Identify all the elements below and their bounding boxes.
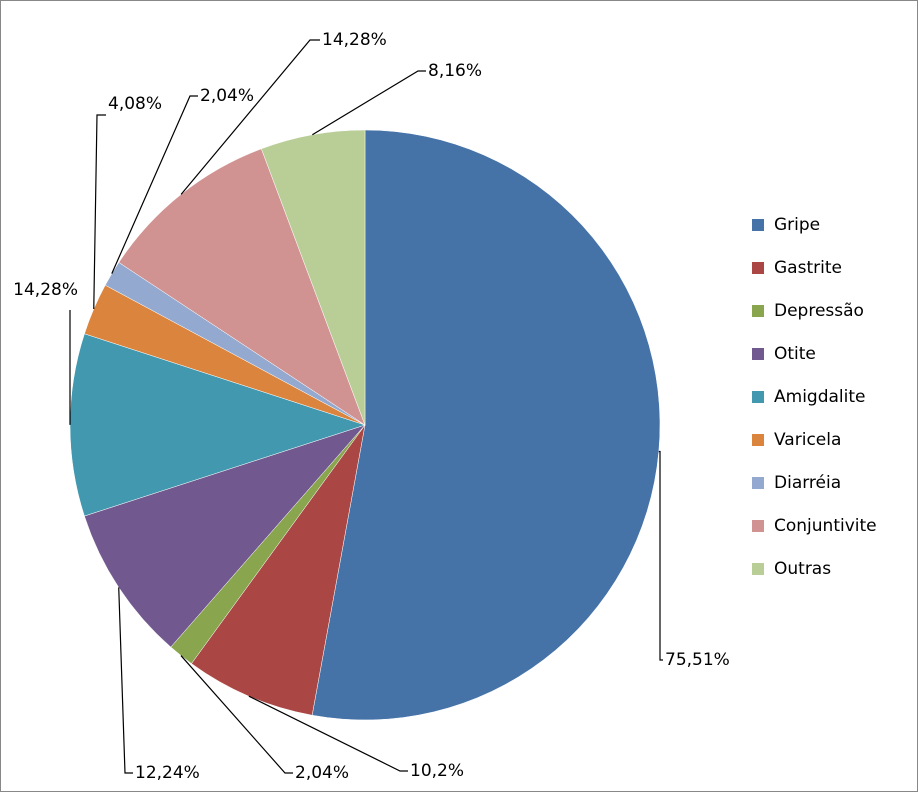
- data-label: 2,04%: [200, 86, 254, 106]
- pie-slice: [191, 424, 366, 716]
- data-label: 2,04%: [295, 763, 349, 783]
- legend-swatch: [752, 520, 764, 532]
- leader-line: [248, 695, 408, 772]
- leader-line: [312, 70, 426, 136]
- legend-swatch: [752, 434, 764, 446]
- legend-label: Outras: [774, 559, 831, 579]
- legend-label: Diarréia: [774, 473, 841, 493]
- pie-slice: [261, 129, 366, 426]
- legend-label: Gripe: [774, 215, 820, 235]
- leader-line: [180, 655, 293, 774]
- legend-swatch: [752, 477, 764, 489]
- pie-slice: [84, 424, 366, 648]
- pie-slice: [69, 333, 366, 517]
- leader-line: [93, 114, 106, 310]
- legend-swatch: [752, 563, 764, 575]
- data-label: 12,24%: [135, 763, 200, 783]
- legend-label: Depressão: [774, 301, 864, 321]
- legend-swatch: [752, 219, 764, 231]
- leader-line: [180, 39, 320, 195]
- legend-swatch: [752, 262, 764, 274]
- pie-slice: [311, 129, 661, 721]
- legend-label: Gastrite: [774, 258, 842, 278]
- legend-swatch: [752, 391, 764, 403]
- data-label: 8,16%: [428, 61, 482, 81]
- data-label: 14,28%: [322, 30, 387, 50]
- data-label: 75,51%: [665, 650, 730, 670]
- leader-line: [111, 95, 198, 274]
- data-label: 4,08%: [108, 94, 162, 114]
- legend-label: Otite: [774, 344, 816, 364]
- data-label: 14,28%: [13, 280, 78, 300]
- legend-label: Amigdalite: [774, 387, 865, 407]
- leader-line: [118, 587, 133, 774]
- legend-label: Varicela: [774, 430, 841, 450]
- legend-label: Conjuntivite: [774, 516, 877, 536]
- legend-swatch: [752, 305, 764, 317]
- pie-slice: [118, 148, 366, 426]
- leader-line: [658, 450, 663, 661]
- legend-swatch: [752, 348, 764, 360]
- data-label: 10,2%: [410, 761, 464, 781]
